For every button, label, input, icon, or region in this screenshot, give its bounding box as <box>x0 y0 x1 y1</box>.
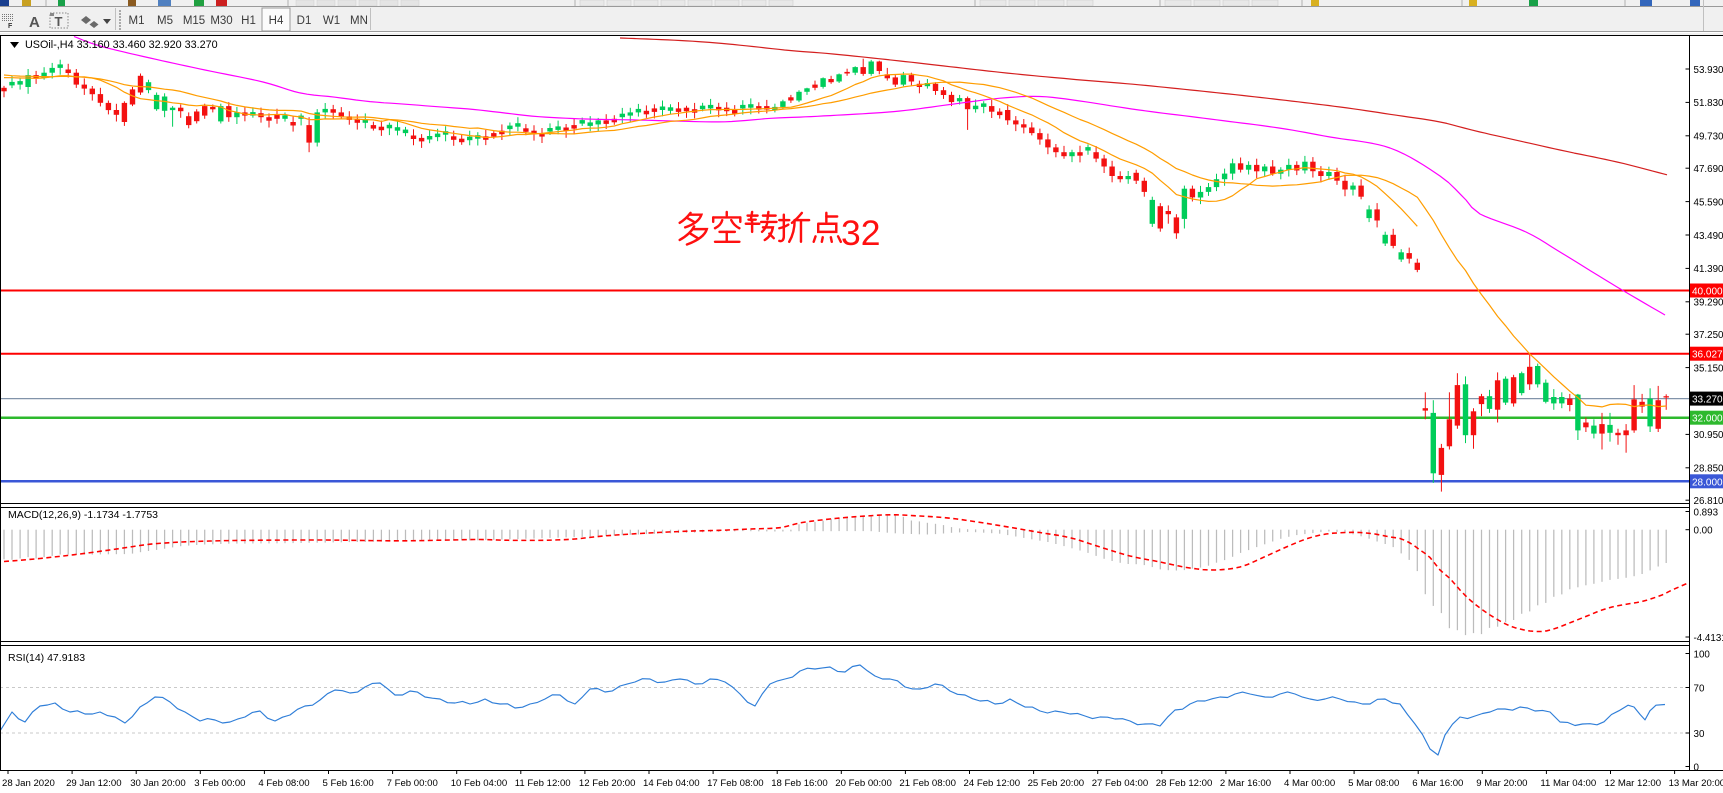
svg-text:40.000: 40.000 <box>1692 287 1723 298</box>
svg-text:T: T <box>55 14 63 29</box>
svg-text:32: 32 <box>841 213 881 253</box>
svg-text:0.00: 0.00 <box>1694 526 1714 537</box>
svg-text:RSI(14) 47.9183: RSI(14) 47.9183 <box>8 652 85 664</box>
svg-text:32.000: 32.000 <box>1692 414 1723 425</box>
svg-text:33.270: 33.270 <box>1692 395 1723 406</box>
svg-text:F: F <box>8 23 13 30</box>
svg-text:W1: W1 <box>323 15 340 27</box>
svg-text:M1: M1 <box>129 15 145 27</box>
svg-text:28 Feb 12:00: 28 Feb 12:00 <box>1156 778 1213 789</box>
svg-text:D1: D1 <box>297 15 312 27</box>
svg-text:49.730: 49.730 <box>1694 132 1723 143</box>
svg-text:100: 100 <box>1694 649 1711 660</box>
svg-text:3 Feb 00:00: 3 Feb 00:00 <box>194 778 245 789</box>
svg-text:53.930: 53.930 <box>1694 65 1723 76</box>
svg-text:37.250: 37.250 <box>1694 330 1723 341</box>
svg-text:51.830: 51.830 <box>1694 98 1723 109</box>
svg-text:45.590: 45.590 <box>1694 197 1723 208</box>
svg-text:14 Feb 04:00: 14 Feb 04:00 <box>643 778 700 789</box>
svg-text:29 Jan 12:00: 29 Jan 12:00 <box>66 778 121 789</box>
svg-text:4 Mar 00:00: 4 Mar 00:00 <box>1284 778 1335 789</box>
svg-text:30.950: 30.950 <box>1694 430 1723 441</box>
svg-text:2 Mar 16:00: 2 Mar 16:00 <box>1220 778 1271 789</box>
svg-text:39.290: 39.290 <box>1694 298 1723 309</box>
svg-text:MN: MN <box>350 15 368 27</box>
svg-text:30 Jan 20:00: 30 Jan 20:00 <box>130 778 185 789</box>
svg-text:11 Feb 12:00: 11 Feb 12:00 <box>515 778 571 789</box>
svg-text:47.690: 47.690 <box>1694 164 1723 175</box>
svg-text:0.893: 0.893 <box>1694 507 1719 518</box>
svg-text:27 Feb 04:00: 27 Feb 04:00 <box>1092 778 1149 789</box>
svg-text:MACD(12,26,9) -1.1734 -1.7753: MACD(12,26,9) -1.1734 -1.7753 <box>8 509 158 521</box>
svg-text:0: 0 <box>1694 762 1700 773</box>
svg-text:13 Mar 20:00: 13 Mar 20:00 <box>1669 778 1723 789</box>
svg-text:28 Jan 2020: 28 Jan 2020 <box>2 778 55 789</box>
svg-text:25 Feb 20:00: 25 Feb 20:00 <box>1028 778 1085 789</box>
svg-text:7 Feb 00:00: 7 Feb 00:00 <box>387 778 438 789</box>
svg-text:10 Feb 04:00: 10 Feb 04:00 <box>451 778 508 789</box>
svg-text:24 Feb 12:00: 24 Feb 12:00 <box>964 778 1021 789</box>
svg-text:M5: M5 <box>157 15 173 27</box>
svg-text:M15: M15 <box>183 15 205 27</box>
svg-text:17 Feb 08:00: 17 Feb 08:00 <box>707 778 764 789</box>
svg-text:20 Feb 00:00: 20 Feb 00:00 <box>835 778 892 789</box>
svg-text:5 Feb 16:00: 5 Feb 16:00 <box>323 778 374 789</box>
svg-text:30: 30 <box>1694 729 1705 740</box>
svg-text:35.150: 35.150 <box>1694 363 1723 374</box>
svg-text:A: A <box>29 14 40 31</box>
svg-text:H4: H4 <box>269 15 284 27</box>
svg-text:6 Mar 16:00: 6 Mar 16:00 <box>1412 778 1463 789</box>
svg-text:43.490: 43.490 <box>1694 231 1723 242</box>
svg-text:70: 70 <box>1694 683 1705 694</box>
svg-text:9 Mar 20:00: 9 Mar 20:00 <box>1476 778 1527 789</box>
svg-text:41.390: 41.390 <box>1694 264 1723 275</box>
svg-text:36.027: 36.027 <box>1692 350 1723 361</box>
svg-text:28.850: 28.850 <box>1694 464 1723 475</box>
svg-text:USOil-,H4 33.160 33.460 32.92: USOil-,H4 33.160 33.460 32.920 33.270 <box>25 39 218 51</box>
svg-text:5 Mar 08:00: 5 Mar 08:00 <box>1348 778 1399 789</box>
svg-text:18 Feb 16:00: 18 Feb 16:00 <box>771 778 828 789</box>
svg-text:4 Feb 08:00: 4 Feb 08:00 <box>258 778 309 789</box>
svg-text:12 Mar 12:00: 12 Mar 12:00 <box>1605 778 1662 789</box>
svg-text:26.810: 26.810 <box>1694 496 1723 507</box>
svg-text:M30: M30 <box>210 15 232 27</box>
svg-text:28.000: 28.000 <box>1692 477 1723 488</box>
svg-text:H1: H1 <box>241 15 256 27</box>
svg-text:12 Feb 20:00: 12 Feb 20:00 <box>579 778 636 789</box>
svg-text:11 Mar 04:00: 11 Mar 04:00 <box>1540 778 1596 789</box>
svg-text:21 Feb 08:00: 21 Feb 08:00 <box>899 778 956 789</box>
